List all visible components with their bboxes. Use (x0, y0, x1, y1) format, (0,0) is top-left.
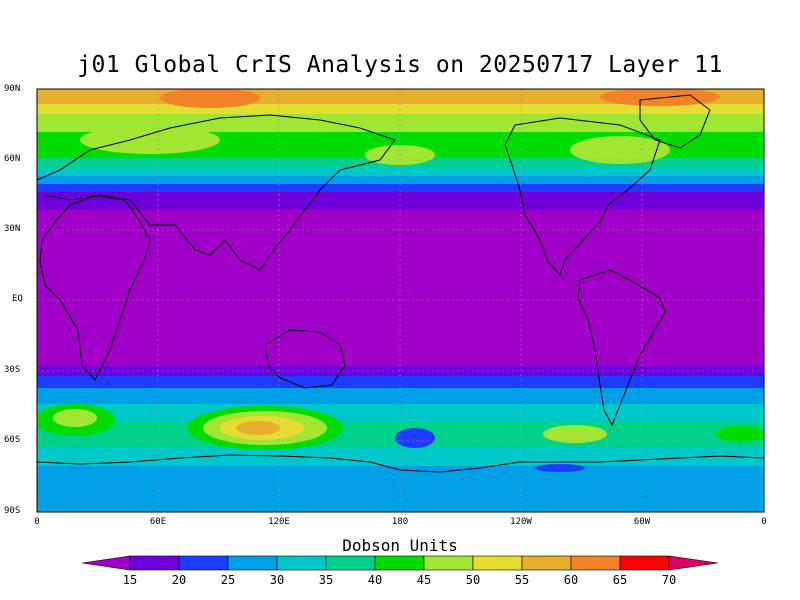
map-frame (36, 88, 765, 513)
lon-label-180: 180 (391, 517, 409, 527)
colorbar-tick-60: 60 (563, 573, 579, 587)
colorbar-tick-30: 30 (269, 573, 285, 587)
australia-coastline (264, 329, 346, 389)
map-gridlines (37, 89, 764, 512)
colorbar-segment-55-60 (521, 555, 572, 571)
colorbar-tick-20: 20 (171, 573, 187, 587)
ozone-field (37, 89, 764, 512)
colorbar (81, 555, 719, 571)
colorbar-segment-25-30 (227, 555, 278, 571)
europe-asia-coastline (37, 114, 396, 271)
lat-label-90s: 90S (4, 506, 21, 516)
colorbar-tick-40: 40 (367, 573, 383, 587)
colorbar-segment-60-65 (570, 555, 621, 571)
lon-label-120w: 120W (510, 517, 532, 527)
map-title: j01 Global CrIS Analysis on 20250717 Lay… (77, 52, 723, 78)
colorbar-segment-50-55 (472, 555, 523, 571)
lon-label-0-east: 0 (761, 517, 767, 527)
lat-label-60n: 60N (4, 154, 21, 164)
colorbar-tick-70: 70 (661, 573, 677, 587)
colorbar-title: Dobson Units (342, 536, 458, 555)
colorbar-low-arrow (81, 555, 131, 571)
colorbar-segment-45-50 (423, 555, 474, 571)
lat-label-60s: 60S (4, 435, 21, 445)
lat-label-eq: EQ (12, 294, 23, 304)
coastlines (37, 94, 764, 473)
greenland-coastline (639, 94, 711, 149)
colorbar-tick-45: 45 (416, 573, 432, 587)
colorbar-tick-55: 55 (514, 573, 530, 587)
lon-label-0-west: 0 (34, 517, 40, 527)
colorbar-segment-35-40 (325, 555, 376, 571)
lon-label-120e: 120E (268, 517, 290, 527)
colorbar-tick-65: 65 (612, 573, 628, 587)
colorbar-segment-65-70 (619, 555, 670, 571)
colorbar-tick-50: 50 (465, 573, 481, 587)
colorbar-high-arrow (668, 555, 719, 571)
colorbar-tick-25: 25 (220, 573, 236, 587)
colorbar-tick-35: 35 (318, 573, 334, 587)
colorbar-segment-15-20 (129, 555, 180, 571)
lat-label-30n: 30N (4, 224, 21, 234)
colorbar-segment-40-45 (374, 555, 425, 571)
lon-label-60w: 60W (633, 517, 651, 527)
south-america-coastline (577, 269, 666, 427)
africa-coastline (39, 195, 151, 381)
antarctica-coastline (37, 454, 764, 473)
lat-label-30s: 30S (4, 365, 21, 375)
lon-label-60e: 60E (149, 517, 167, 527)
lat-label-90n: 90N (4, 84, 21, 94)
colorbar-segment-30-35 (276, 555, 327, 571)
colorbar-segment-20-25 (178, 555, 229, 571)
colorbar-tick-15: 15 (122, 573, 138, 587)
